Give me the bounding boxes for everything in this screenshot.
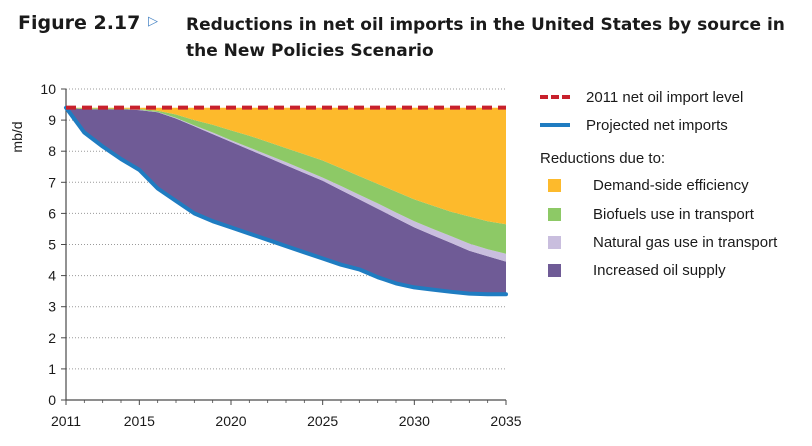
legend-label: Increased oil supply — [593, 261, 726, 279]
y-tick-label: 2 — [48, 330, 56, 346]
y-tick-label: 1 — [48, 361, 56, 377]
area-biofuels — [66, 107, 506, 254]
x-tick-label: 2030 — [399, 413, 430, 429]
x-tick-label: 2020 — [215, 413, 246, 429]
legend-label: Demand-side efficiency — [593, 176, 749, 194]
legend-item-reference-line: 2011 net oil import level — [538, 86, 743, 108]
legend-swatch-icon — [548, 235, 561, 249]
legend-label: Projected net imports — [586, 116, 728, 134]
y-axis-title: mb/d — [9, 121, 25, 152]
figure-number: Figure 2.17 — [18, 12, 141, 34]
legend-item-projected: Projected net imports — [538, 114, 728, 136]
legend-dashed-line-icon — [540, 95, 570, 99]
legend-solid-line-icon — [540, 123, 570, 127]
figure-title: Reductions in net oil imports in the Uni… — [186, 15, 785, 61]
y-tick-label: 10 — [40, 81, 56, 97]
legend-swatch-icon — [548, 263, 561, 277]
y-tick-label: 9 — [48, 112, 56, 128]
y-tick-label: 6 — [48, 205, 56, 221]
area-increased-oil-supply — [66, 107, 506, 295]
figure-arrow-icon: ▷ — [148, 14, 158, 29]
y-tick-label: 5 — [48, 237, 56, 253]
y-tick-label: 0 — [48, 392, 56, 408]
legend-label: 2011 net oil import level — [586, 88, 744, 106]
legend-swatch-icon — [548, 207, 561, 221]
figure-header: Figure 2.17 ▷ Reductions in net oil impo… — [8, 6, 808, 70]
y-tick-label: 7 — [48, 174, 56, 190]
legend-swatch-icon — [548, 178, 561, 192]
legend-item-efficiency: Demand-side efficiency — [538, 174, 749, 196]
area-natural-gas — [66, 107, 506, 262]
x-tick-label: 2025 — [307, 413, 338, 429]
y-tick-label: 3 — [48, 299, 56, 315]
area-demand-efficiency — [66, 107, 506, 225]
x-tick-label: 2035 — [490, 413, 521, 429]
legend-heading: Reductions due to: — [540, 150, 666, 167]
legend-item-natural-gas: Natural gas use in transport — [538, 231, 777, 253]
y-tick-label: 8 — [48, 143, 56, 159]
legend-label: Biofuels use in transport — [593, 205, 754, 223]
projected-net-imports-line — [64, 105, 508, 297]
legend-item-oil-supply: Increased oil supply — [538, 259, 726, 281]
y-tick-label: 4 — [48, 268, 56, 284]
legend-item-biofuels: Biofuels use in transport — [538, 203, 754, 225]
x-tick-label: 2011 — [51, 413, 81, 429]
x-tick-label: 2015 — [124, 413, 155, 429]
legend-label: Natural gas use in transport — [593, 233, 778, 251]
